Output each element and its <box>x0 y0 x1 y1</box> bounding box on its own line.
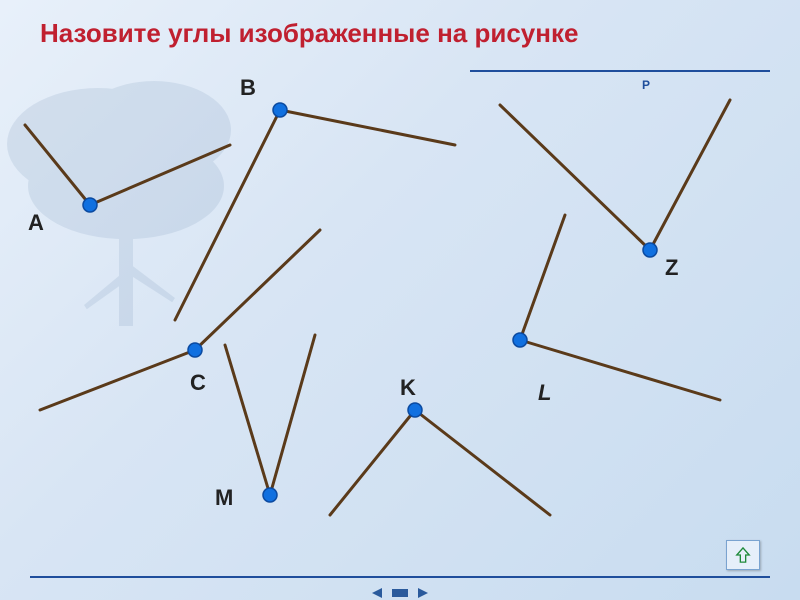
angle-vertex-B <box>273 103 287 117</box>
slide-nav-icon[interactable] <box>370 586 430 600</box>
angle-label-A: A <box>28 210 44 236</box>
angle-ray-C <box>40 350 195 410</box>
bottom-rule <box>30 576 770 578</box>
angle-label-C: C <box>190 370 206 396</box>
angle-ray-B <box>175 110 280 320</box>
angle-vertex-M <box>263 488 277 502</box>
angle-ray-Z <box>500 105 650 250</box>
angle-ray-A <box>25 125 90 205</box>
angle-label-L: L <box>538 380 551 406</box>
slide: Назовите углы изображенные на рисунке P … <box>0 0 800 600</box>
angle-ray-A <box>90 145 230 205</box>
angle-ray-M <box>270 335 315 495</box>
return-button[interactable] <box>726 540 760 570</box>
angle-ray-L <box>520 215 565 340</box>
angle-vertex-Z <box>643 243 657 257</box>
angles-diagram <box>0 0 800 600</box>
angle-ray-Z <box>650 100 730 250</box>
angle-ray-K <box>330 410 415 515</box>
angle-label-B: B <box>240 75 256 101</box>
angle-vertex-K <box>408 403 422 417</box>
angle-label-K: K <box>400 375 416 401</box>
angle-ray-K <box>415 410 550 515</box>
angle-vertex-C <box>188 343 202 357</box>
angle-label-Z: Z <box>665 255 678 281</box>
angle-vertex-L <box>513 333 527 347</box>
angle-ray-M <box>225 345 270 495</box>
angle-ray-C <box>195 230 320 350</box>
angle-vertex-A <box>83 198 97 212</box>
angle-ray-B <box>280 110 455 145</box>
return-arrow-icon <box>734 547 752 563</box>
angle-label-M: M <box>215 485 233 511</box>
